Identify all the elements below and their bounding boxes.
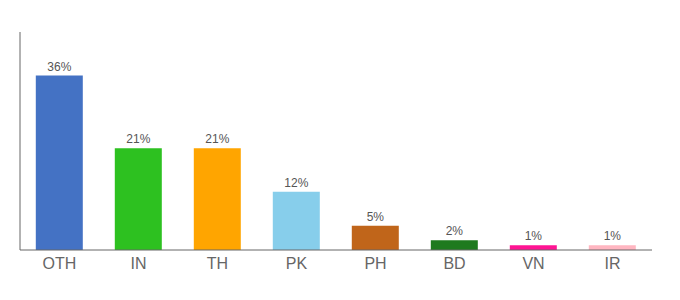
svg-text:TH: TH: [207, 255, 228, 272]
svg-text:IR: IR: [605, 255, 621, 272]
svg-text:5%: 5%: [367, 210, 385, 224]
svg-text:BD: BD: [443, 255, 465, 272]
svg-text:PH: PH: [364, 255, 386, 272]
svg-text:1%: 1%: [525, 229, 543, 243]
svg-text:VN: VN: [522, 255, 544, 272]
svg-text:12%: 12%: [284, 176, 308, 190]
svg-text:36%: 36%: [47, 60, 71, 74]
svg-text:21%: 21%: [126, 132, 150, 146]
svg-text:OTH: OTH: [43, 255, 77, 272]
svg-text:PK: PK: [286, 255, 308, 272]
svg-text:1%: 1%: [604, 229, 622, 243]
svg-text:2%: 2%: [446, 224, 464, 238]
svg-text:21%: 21%: [205, 132, 229, 146]
svg-text:IN: IN: [131, 255, 147, 272]
